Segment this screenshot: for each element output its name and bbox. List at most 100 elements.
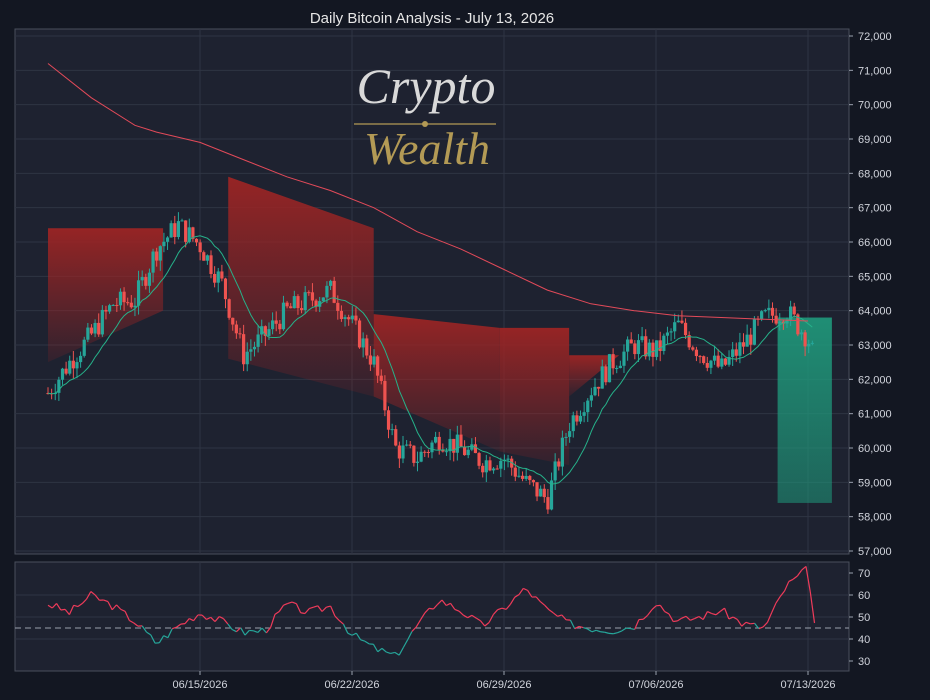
rsi-segment [677, 617, 683, 622]
rsi-axis: 30 40 50 60 70 [849, 568, 870, 668]
price-tick-label: 69,000 [858, 134, 892, 146]
rsi-segment [505, 603, 511, 610]
rsi-segment [381, 647, 387, 653]
candle-body [611, 354, 615, 369]
rsi-segment [719, 607, 725, 612]
candle-body [647, 342, 651, 357]
candle-body [441, 449, 445, 452]
rsi-segment [90, 591, 96, 596]
candle-body [589, 395, 593, 401]
rsi-segment [176, 623, 182, 628]
rsi-segment [518, 588, 524, 595]
candle-body [347, 317, 351, 320]
rsi-segment [613, 632, 618, 635]
rsi-segment [253, 630, 259, 633]
rsi-segment [673, 620, 678, 623]
candle-body [165, 237, 170, 242]
candle-body [383, 380, 387, 411]
rsi-segment [685, 615, 691, 621]
candle-body [209, 255, 213, 274]
rsi-segment [300, 612, 306, 615]
candle-body [104, 309, 108, 312]
candle-body [600, 366, 604, 389]
candle-body [770, 307, 775, 316]
candle-body [339, 310, 344, 319]
rsi-segment [77, 603, 83, 608]
candle-body [633, 343, 637, 355]
rsi-segment [587, 628, 593, 633]
candle-body [397, 445, 401, 459]
candle-body [644, 336, 648, 357]
candle-body [412, 445, 416, 463]
rsi-segment [313, 605, 318, 608]
rsi-segment [167, 628, 173, 638]
rsi-segment [184, 618, 190, 625]
rsi-segment [497, 607, 503, 611]
moving-averages [47, 63, 813, 485]
candle-body [97, 322, 101, 335]
rsi-segment [111, 604, 117, 611]
candle-body [484, 460, 488, 473]
rsi-segment [805, 566, 811, 592]
candle-body [455, 434, 459, 453]
rsi-segment [141, 625, 147, 633]
rsi-tick-label: 40 [858, 634, 870, 646]
rsi-tick-label: 30 [858, 656, 870, 668]
candle-body [698, 356, 702, 358]
candle-body [285, 302, 289, 307]
candle-body [466, 449, 470, 456]
candle-body [459, 434, 463, 447]
watermark-line2: Wealth [364, 123, 490, 174]
rsi-segment [711, 612, 717, 616]
rsi-segment [214, 616, 220, 622]
rsi-segment [569, 619, 576, 629]
candle-body [354, 315, 358, 321]
rsi-segment [578, 625, 584, 629]
rsi-segment [398, 647, 404, 656]
rsi-segment [326, 605, 331, 608]
candle-body [133, 305, 137, 308]
candle-body [731, 349, 735, 358]
price-tick-label: 72,000 [858, 31, 892, 43]
rsi-segment [750, 622, 755, 625]
candle-body [437, 436, 441, 450]
price-tick-label: 68,000 [858, 168, 892, 180]
candle-body [126, 302, 130, 304]
price-tick-label: 61,000 [858, 409, 892, 421]
rsi-segment [51, 603, 58, 609]
candle-body [187, 227, 191, 242]
candle-body [151, 251, 155, 273]
candle-body [796, 314, 800, 335]
candle-body [238, 333, 242, 335]
candle-body [575, 415, 579, 422]
rsi-segment [394, 651, 400, 656]
rsi-segment [261, 627, 267, 634]
rsi-segment [189, 617, 194, 622]
candle-body [155, 251, 159, 261]
rsi-segment [377, 647, 383, 653]
rsi-segment [788, 578, 794, 582]
candle-body [752, 318, 756, 345]
candle-body [202, 252, 206, 261]
candle-body [807, 343, 811, 347]
rsi-segment [484, 622, 490, 627]
rsi-segment [728, 616, 734, 620]
date-axis: 06/15/2026 06/22/2026 06/29/2026 07/06/2026… [172, 671, 836, 691]
rsi-segment [411, 626, 417, 632]
candle-body [147, 272, 152, 286]
rsi-segment [796, 569, 803, 577]
rsi-segment [600, 631, 605, 633]
rsi-segment [330, 605, 336, 617]
candle-body [140, 277, 144, 281]
rsi-segment [206, 616, 211, 620]
candle-body [767, 307, 771, 311]
date-tick-label: 07/13/2026 [780, 679, 835, 691]
rsi-segment [219, 616, 224, 620]
candle-body [365, 338, 369, 356]
rsi-segment [642, 614, 648, 620]
rsi-segment [809, 591, 816, 624]
rsi-segment [171, 626, 177, 630]
rsi-segment [771, 602, 777, 613]
candle-body [607, 354, 612, 383]
